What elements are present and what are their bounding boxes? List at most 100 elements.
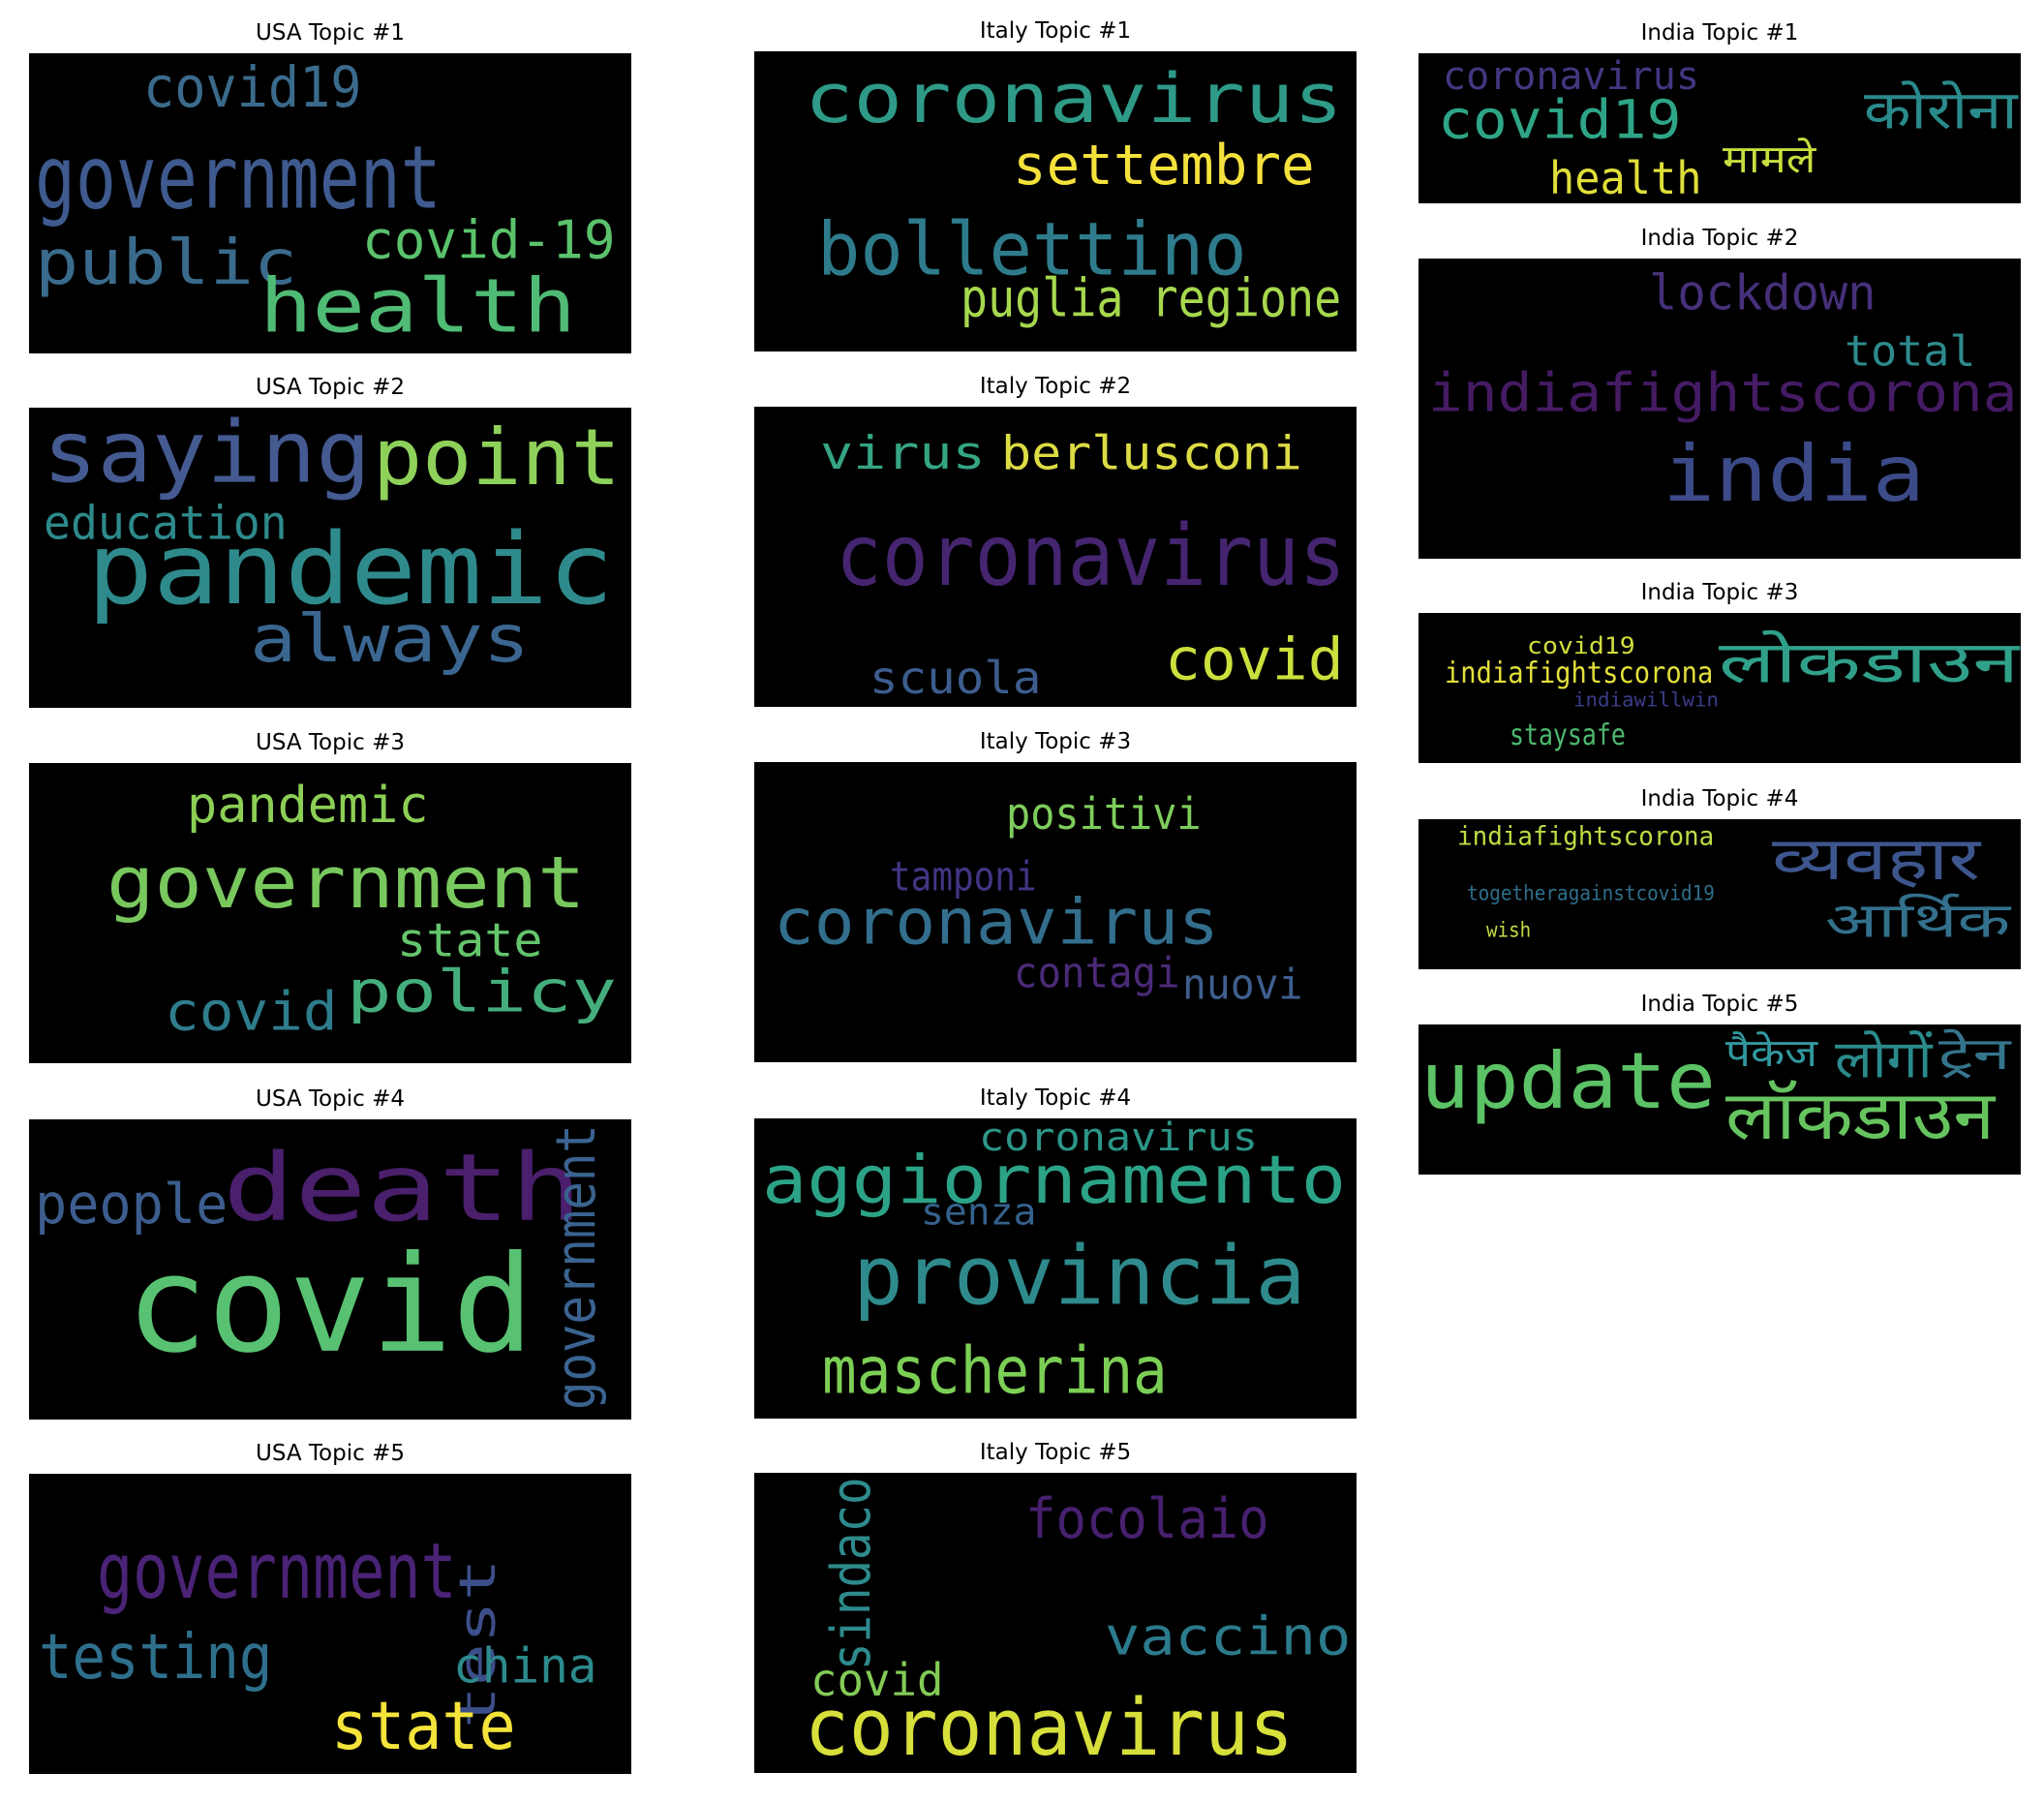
cloud-word: togetheragainstcovid19 (1467, 881, 1715, 905)
panel-title-usa-2: USA Topic #2 (256, 375, 405, 400)
cloud-word: coronavirus (979, 1118, 1258, 1160)
cloud-word: positivi (1006, 789, 1202, 840)
cloud-word: indiawillwin (1573, 688, 1719, 712)
word-cloud-usa-4: people death government covid (29, 1119, 631, 1420)
cloud-word: government (545, 1124, 609, 1410)
cloud-word: indiafightscorona (1457, 820, 1715, 852)
panel-title-usa-4: USA Topic #4 (256, 1086, 405, 1112)
cloud-word: virus (820, 427, 986, 480)
cloud-word: pandemic (187, 777, 429, 835)
word-cloud-india-4: indiafightscorona व्यवहार togetheragainstc… (1419, 819, 2021, 969)
cloud-word: india (1663, 431, 1925, 520)
cloud-word: लॉकडाउन (1725, 1077, 1996, 1156)
word-cloud-italy-4: coronavirus aggiornamento senza provincia ma… (754, 1118, 1357, 1419)
word-cloud-usa-1: covid19 government covid-19 public health (29, 53, 631, 353)
cloud-word: china (453, 1638, 597, 1695)
cloud-word: update (1420, 1038, 1716, 1127)
word-cloud-usa-5: government testing test china state (29, 1474, 631, 1774)
cloud-word: state (397, 914, 543, 968)
word-cloud-italy-3: positivi tamponi coronavirus contagi nuovi (754, 762, 1357, 1062)
cloud-word: always (250, 601, 530, 679)
word-cloud-italy-2: virus berlusconi coronavirus scuola covid (754, 407, 1357, 707)
cloud-word: people (35, 1173, 229, 1238)
cloud-word: government (35, 129, 442, 229)
cloud-word: government (107, 842, 586, 926)
cloud-word: coronavirus (1443, 54, 1699, 99)
cloud-word: coronavirus (805, 60, 1343, 139)
cloud-word: covid (165, 981, 338, 1044)
cloud-word: staysafe (1510, 718, 1626, 752)
panel-title-india-3: India Topic #3 (1640, 580, 1799, 605)
cloud-word: covid (126, 1230, 534, 1385)
cloud-word: पैकेज (1725, 1031, 1818, 1076)
cloud-word: focolaio (1025, 1487, 1269, 1552)
cloud-word: policy (347, 959, 618, 1026)
cloud-word: contagi (1014, 948, 1180, 998)
cloud-word: scuola (869, 653, 1042, 705)
cloud-word: bollettino (817, 208, 1247, 293)
cloud-word: indiafightscorona (1428, 362, 2018, 425)
cloud-word: coronavirus (805, 1683, 1294, 1773)
cloud-word: covid (810, 1655, 944, 1707)
word-cloud-italy-1: coronavirus settembre bollettino puglia reg… (754, 51, 1357, 351)
cloud-word: berlusconi (1001, 427, 1302, 481)
cloud-word: lockdown (1649, 265, 1876, 321)
cloud-word: provincia (853, 1230, 1306, 1325)
panel-title-usa-1: USA Topic #1 (256, 20, 405, 46)
panel-title-italy-5: Italy Topic #5 (979, 1440, 1132, 1465)
panel-title-italy-2: Italy Topic #2 (979, 374, 1132, 399)
panel-title-india-4: India Topic #4 (1640, 786, 1799, 811)
cloud-word: testing (39, 1622, 273, 1694)
cloud-word: covid-19 (362, 210, 616, 272)
cloud-word: लोकडाउन (1719, 629, 2020, 697)
cloud-word: state (331, 1688, 516, 1766)
cloud-word: covid19 (1527, 632, 1635, 659)
cloud-word: senza (921, 1191, 1037, 1234)
cloud-word: total (1845, 326, 1976, 377)
cloud-word: व्यवहार (1772, 825, 1981, 895)
word-cloud-italy-5: sindaco focolaio vaccino covid coronavirus (754, 1473, 1357, 1773)
cloud-word: indiafightscorona (1445, 656, 1714, 690)
word-cloud-india-5: update पैकेज लोगों ट्रेन लॉकडाउन (1419, 1024, 2021, 1175)
panel-title-italy-1: Italy Topic #1 (979, 18, 1132, 44)
panel-title-usa-3: USA Topic #3 (256, 730, 405, 755)
cloud-word: nuovi (1182, 960, 1303, 1010)
word-cloud-usa-3: pandemic government state covid policy (29, 763, 631, 1063)
cloud-word: aggiornamento (762, 1142, 1347, 1220)
cloud-word: ट्रेन (1938, 1028, 2011, 1081)
cloud-word: tamponi (890, 853, 1037, 902)
cloud-word: health (259, 264, 576, 351)
cloud-word: saying (43, 408, 371, 504)
cloud-word: pandemic (87, 514, 615, 628)
cloud-word: wish (1486, 918, 1532, 942)
word-cloud-india-1: coronavirus covid19 health मामले कोरोना (1419, 53, 2021, 203)
cloud-word: death (223, 1136, 583, 1244)
panel-title-usa-5: USA Topic #5 (256, 1441, 405, 1466)
cloud-word: मामले (1723, 138, 1816, 182)
cloud-word: कोरोना (1864, 79, 2018, 142)
panel-title-india-5: India Topic #5 (1640, 992, 1799, 1017)
cloud-word: आर्थिक (1825, 893, 2011, 949)
cloud-word: coronavirus (836, 508, 1346, 606)
cloud-word: public (35, 228, 298, 299)
cloud-word: covid (1165, 626, 1344, 694)
cloud-word: coronavirus (774, 887, 1219, 960)
word-cloud-usa-2: saying point education pandemic always (29, 408, 631, 708)
cloud-word: vaccino (1105, 1606, 1352, 1668)
cloud-word: mascherina (822, 1333, 1168, 1410)
word-cloud-india-3: covid19 indiafightscorona लोकडाउन indiawill… (1419, 613, 2021, 763)
panel-title-italy-4: Italy Topic #4 (979, 1085, 1132, 1111)
cloud-word: settembre (1013, 134, 1315, 199)
cloud-word: point (373, 414, 621, 504)
cloud-word: education (44, 497, 288, 551)
cloud-word: sindaco (820, 1477, 884, 1670)
cloud-word: covid19 (1438, 89, 1682, 152)
panel-title-italy-3: Italy Topic #3 (979, 729, 1132, 754)
panel-title-india-2: India Topic #2 (1640, 226, 1799, 251)
panel-title-india-1: India Topic #1 (1640, 20, 1799, 46)
cloud-word: government (97, 1529, 457, 1617)
cloud-word: covid19 (143, 55, 362, 121)
cloud-word: लोगों (1835, 1029, 1933, 1091)
cloud-word: health (1549, 153, 1702, 203)
cloud-word: puglia regione (961, 268, 1342, 330)
